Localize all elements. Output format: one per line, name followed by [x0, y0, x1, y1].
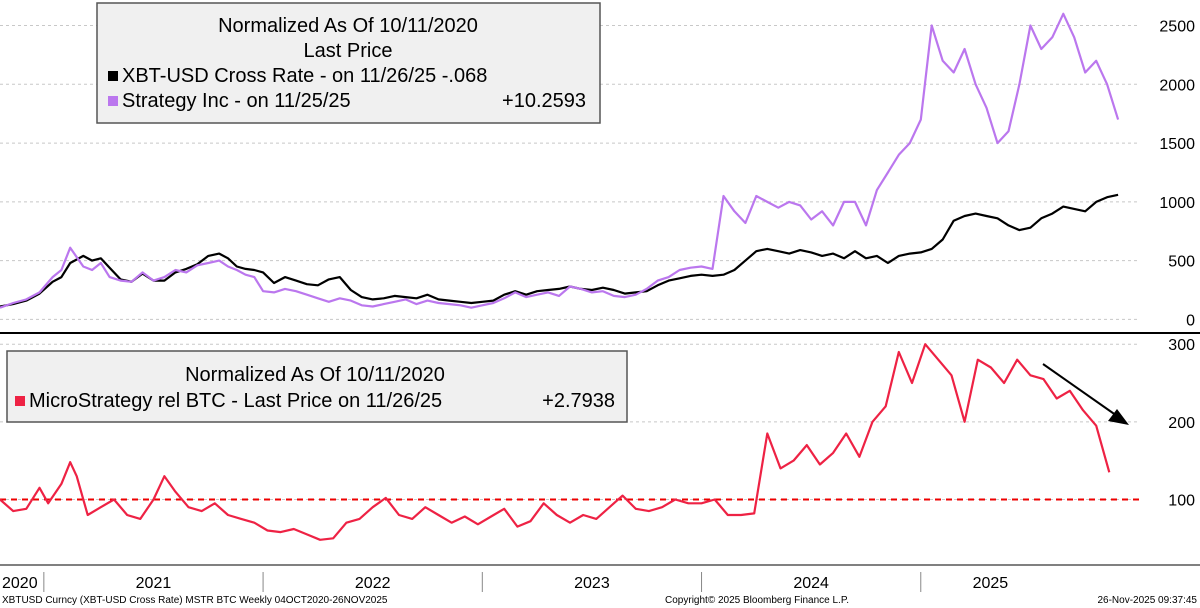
bottom-legend-box [6, 350, 628, 423]
bottom-ytick-label-300: 300 [1168, 337, 1195, 354]
strategy-legend-value: +10.2593 [502, 90, 586, 112]
year-separators [43, 572, 922, 592]
top-series [0, 12, 1120, 309]
bottom-panel: 100 200 300 [0, 337, 1195, 541]
strategy-legend-swatch [108, 96, 118, 106]
bitcoin-legend-label: XBT-USD Cross Rate - on 11/26/25 -.068 [122, 65, 487, 87]
top-ytick-label-1500: 1500 [1159, 136, 1195, 153]
top-ytick-label-2000: 2000 [1159, 77, 1195, 94]
year-label-2020: 2020 [2, 575, 38, 592]
top-ytick-labels: 0 500 1000 1500 2000 2500 [1159, 19, 1195, 330]
relative-legend-label: MicroStrategy rel BTC - Last Price on 11… [29, 390, 442, 412]
year-labels: 2020 2021 2022 2023 2024 2025 [2, 575, 1008, 592]
top-legend-subtitle: Last Price [304, 40, 393, 62]
top-ytick-label-500: 500 [1168, 254, 1195, 271]
trend-arrow-shaft [1042, 363, 1121, 419]
year-label-2023: 2023 [574, 575, 610, 592]
footer: XBTUSD Curncy (XBT-USD Cross Rate) MSTR … [2, 595, 1197, 606]
relative-legend-value: +2.7938 [542, 390, 615, 412]
year-label-2022: 2022 [355, 575, 391, 592]
top-ytick-label-0: 0 [1186, 312, 1195, 329]
relative-legend-swatch [15, 396, 25, 406]
top-ytick-label-2500: 2500 [1159, 19, 1195, 36]
footer-right: 26-Nov-2025 09:37:45 [1097, 595, 1197, 606]
footer-center: Copyright© 2025 Bloomberg Finance L.P. [665, 595, 849, 606]
footer-left: XBTUSD Curncy (XBT-USD Cross Rate) MSTR … [2, 595, 388, 606]
top-panel: 0 500 1000 1500 2000 2500 [0, 12, 1195, 330]
year-label-2024: 2024 [793, 575, 829, 592]
bottom-legend: Normalized As Of 10/11/2020 MicroStrateg… [6, 350, 628, 423]
bottom-ytick-labels: 100 200 300 [1168, 337, 1195, 509]
bottom-legend-title: Normalized As Of 10/11/2020 [185, 364, 445, 386]
microstrategy-rel-btc-series-line [0, 343, 1111, 541]
top-legend-box [96, 2, 601, 124]
year-label-2025: 2025 [973, 575, 1009, 592]
strategy-inc-series-line [0, 12, 1120, 309]
year-label-2021: 2021 [136, 575, 172, 592]
x-axis: 2020 2021 2022 2023 2024 2025 [0, 564, 1200, 592]
bottom-series [0, 343, 1111, 541]
bottom-ytick-label-200: 200 [1168, 415, 1195, 432]
top-legend-title: Normalized As Of 10/11/2020 [218, 15, 478, 37]
bottom-ytick-label-100: 100 [1168, 492, 1195, 509]
top-ytick-label-1000: 1000 [1159, 195, 1195, 212]
trend-arrow-head [1108, 409, 1129, 425]
strategy-legend-label: Strategy Inc - on 11/25/25 [122, 90, 351, 112]
bitcoin-legend-swatch [108, 71, 118, 81]
trend-arrow [1042, 363, 1129, 425]
top-legend: Normalized As Of 10/11/2020 Last Price X… [96, 2, 601, 124]
